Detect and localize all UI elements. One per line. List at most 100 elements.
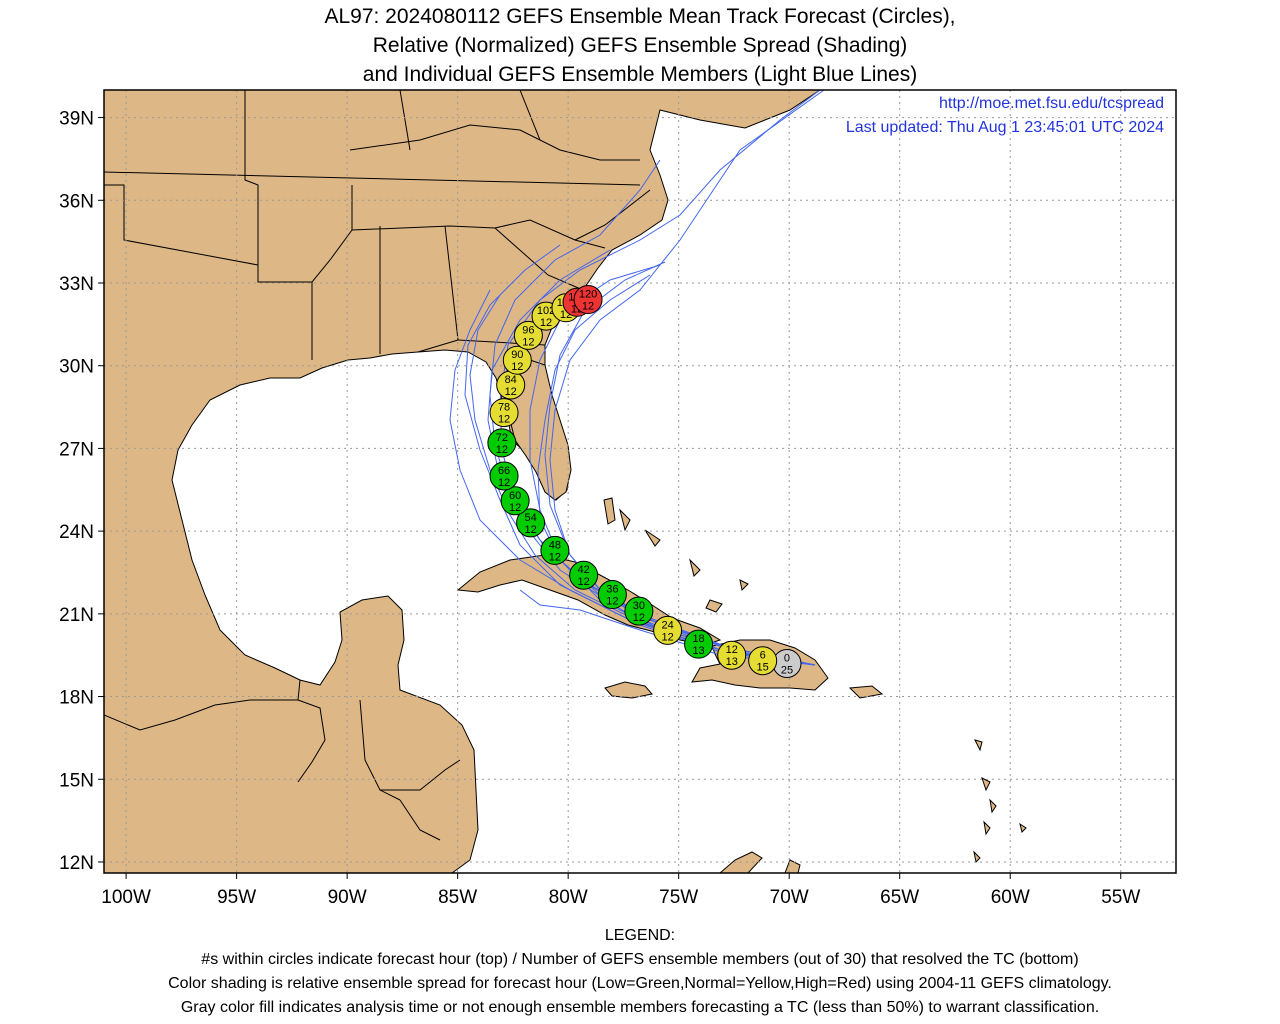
legend-line-3: Gray color fill indicates analysis time … [180, 999, 1100, 1016]
credit-url[interactable]: http://moe.met.fsu.edu/tcspread [939, 95, 1164, 112]
lon-tick-label: 60W [991, 887, 1030, 908]
forecast-circle-fill [487, 428, 517, 458]
land-south-america [719, 851, 801, 873]
lon-tick-label: 100W [101, 887, 151, 908]
forecast-hour-label: 36 [606, 584, 618, 596]
lon-tick-label: 65W [880, 887, 919, 908]
land-north-america [104, 90, 821, 873]
forecast-circle-fill [500, 486, 530, 516]
lat-tick-label: 33N [59, 274, 94, 295]
member-count-label: 13 [726, 656, 738, 668]
title-line-3: and Individual GEFS Ensemble Members (Li… [362, 63, 918, 86]
forecast-circle-fill [717, 640, 747, 670]
forecast-circle-fill [489, 398, 519, 428]
title-line-2: Relative (Normalized) GEFS Ensemble Spre… [372, 34, 908, 57]
chart-title: AL97: 2024080112 GEFS Ensemble Mean Trac… [0, 2, 1280, 89]
forecast-hour-label: 24 [662, 619, 674, 631]
forecast-hour-label: 60 [509, 490, 521, 502]
member-count-label: 12 [582, 301, 594, 313]
member-count-label: 12 [578, 576, 590, 588]
forecast-circle-fill [653, 615, 683, 645]
member-count-label: 15 [757, 662, 769, 674]
forecast-hour-label: 120 [579, 289, 597, 301]
land-bahamas [603, 497, 749, 613]
member-count-label: 12 [496, 444, 508, 456]
member-count-label: 12 [509, 502, 521, 514]
member-count-label: 12 [511, 361, 523, 373]
lat-tick-label: 27N [59, 439, 94, 460]
lat-tick-label: 24N [59, 522, 94, 543]
track-map: 100W 95W 90W 85W 80W 75W 70W 65W 60W 55W 39N 36N 33… [59, 89, 1177, 908]
member-count-label: 13 [692, 645, 704, 657]
forecast-hour-label: 96 [522, 324, 534, 336]
forecast-hour-label: 18 [692, 633, 704, 645]
lon-tick-label: 55W [1101, 887, 1140, 908]
forecast-circle: 025 [772, 648, 802, 678]
forecast-circle-fill [597, 580, 627, 610]
member-count-label: 12 [522, 336, 534, 348]
title-line-1: AL97: 2024080112 GEFS Ensemble Mean Trac… [324, 5, 956, 28]
land-florida [504, 359, 572, 501]
member-count-label: 25 [781, 664, 793, 676]
forecast-circle-fill [573, 285, 603, 315]
forecast-circle-fill [513, 320, 543, 350]
forecast-circle-fill [502, 345, 532, 375]
grid-lines [104, 90, 1176, 873]
forecast-hour-label: 54 [524, 512, 536, 524]
legend-line-2: Color shading is relative ensemble sprea… [168, 975, 1112, 992]
forecast-hour-label: 84 [505, 374, 517, 386]
forecast-hour-label: 90 [511, 349, 523, 361]
member-count-label: 12 [524, 524, 536, 536]
lon-tick-label: 75W [659, 887, 698, 908]
forecast-hour-label: 48 [549, 539, 561, 551]
lat-tick-label: 39N [59, 109, 94, 130]
forecast-circle-fill [540, 535, 570, 565]
member-count-label: 12 [633, 612, 645, 624]
forecast-circle-fill [748, 646, 778, 676]
lat-tick-label: 12N [59, 853, 94, 874]
land-lesser-antilles [973, 739, 1027, 864]
member-count-label: 12 [498, 414, 510, 426]
lat-tick-label: 21N [59, 605, 94, 626]
forecast-hour-label: 66 [498, 465, 510, 477]
legend-line-1: #s within circles indicate forecast hour… [201, 951, 1079, 968]
boundary-lines [104, 90, 651, 841]
land-jamaica [604, 681, 653, 699]
longitude-labels: 100W 95W 90W 85W 80W 75W 70W 65W 60W 55W [101, 887, 1140, 908]
member-count-label: 12 [606, 596, 618, 608]
forecast-hour-label: 0 [784, 652, 790, 664]
credit-updated: Last updated: Thu Aug 1 23:45:01 UTC 202… [846, 119, 1164, 136]
lon-tick-label: 90W [328, 887, 367, 908]
lat-tick-label: 30N [59, 357, 94, 378]
member-count-label: 12 [549, 551, 561, 563]
forecast-circle: 615 [748, 646, 778, 676]
forecast-circle-fill [489, 461, 519, 491]
forecast-hour-label: 42 [578, 564, 590, 576]
land-puerto-rico [848, 685, 884, 699]
lat-tick-label: 36N [59, 191, 94, 212]
lon-tick-label: 70W [770, 887, 809, 908]
axis-ticks [98, 117, 1122, 879]
lon-tick-label: 95W [217, 887, 256, 908]
forecast-hour-label: 102 [537, 305, 555, 317]
member-count-label: 12 [498, 477, 510, 489]
forecast-circle-fill [684, 629, 714, 659]
member-count-label: 12 [540, 317, 552, 329]
forecast-circle-fill [624, 596, 654, 626]
forecast-hour-label: 30 [633, 600, 645, 612]
